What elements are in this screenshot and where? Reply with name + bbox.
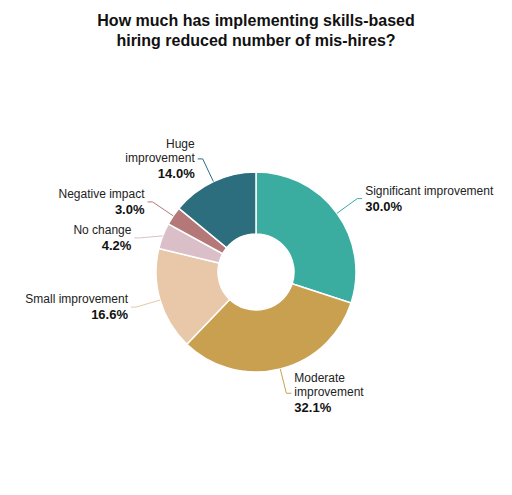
connector xyxy=(198,159,214,182)
slices xyxy=(156,172,356,372)
slice-label: Significant improvement xyxy=(365,184,494,198)
slice-label: Negative impact xyxy=(58,187,145,201)
chart: How much has implementing skills-basedhi… xyxy=(0,0,512,495)
data-label: 3.0% xyxy=(115,202,145,217)
connector xyxy=(134,236,162,238)
slice-label: Moderateimprovement xyxy=(294,371,364,399)
data-label: 32.1% xyxy=(294,400,331,415)
slice xyxy=(179,172,256,248)
slice-label: No change xyxy=(73,223,131,237)
title: How much has implementing skills-basedhi… xyxy=(97,12,414,49)
data-label: 14.0% xyxy=(158,166,195,181)
slice-label: Hugeimprovement xyxy=(125,137,195,165)
connector xyxy=(337,199,362,214)
data-label: 4.2% xyxy=(102,238,132,253)
connector xyxy=(280,369,291,393)
slice-label: Small improvement xyxy=(25,292,128,306)
connector xyxy=(131,300,160,307)
data-label: 30.0% xyxy=(365,199,402,214)
slice xyxy=(256,172,356,303)
connector xyxy=(148,202,174,216)
labels: Significant improvement30.0% Moderateimpr… xyxy=(25,137,494,415)
data-label: 16.6% xyxy=(91,307,128,322)
